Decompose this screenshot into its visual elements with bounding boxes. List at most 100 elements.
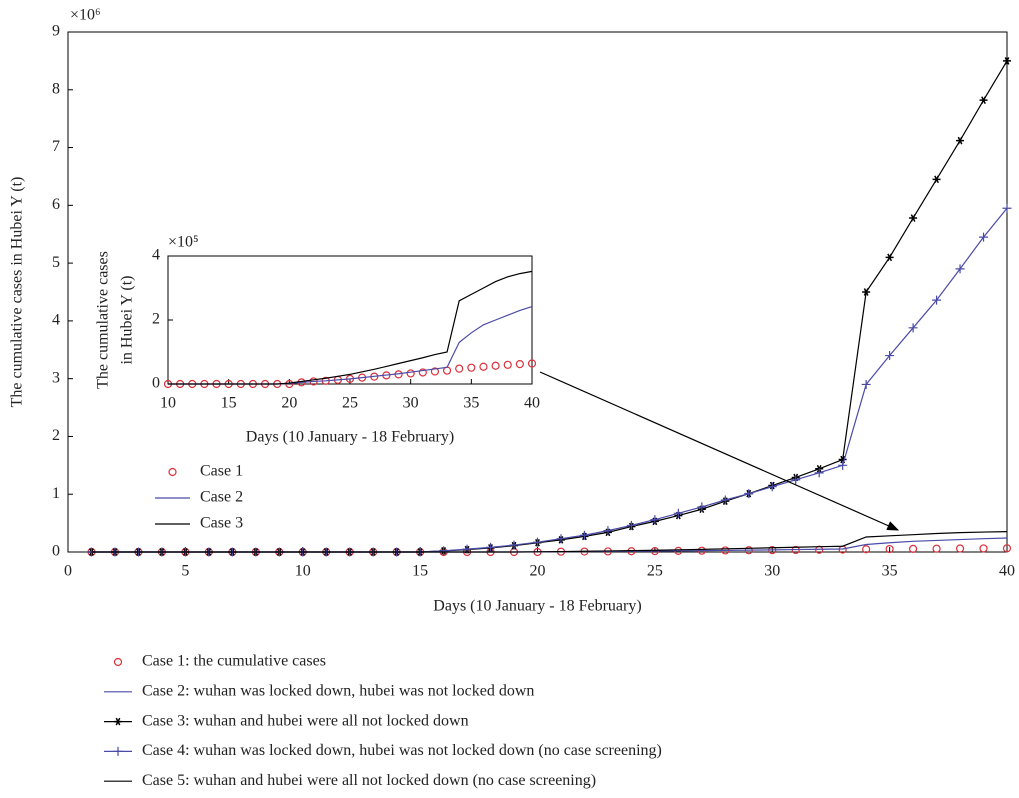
y-tick-label: 4 (52, 312, 60, 329)
marker-plus (932, 295, 942, 305)
x-tick-label: 20 (530, 563, 546, 580)
inset-arrow (539, 371, 900, 531)
legend-label: Case 4: wuhan was locked down, hubei was… (142, 742, 662, 759)
x-tick-label: 10 (295, 563, 311, 580)
marker-plus (603, 526, 613, 536)
marker-circle (862, 545, 871, 554)
marker-plus (509, 540, 519, 550)
y-tick-label: 3 (52, 369, 60, 386)
x-axis-label: Days (10 January - 18 February) (433, 598, 641, 615)
legend-marker (168, 467, 177, 477)
marker-star (909, 214, 918, 222)
marker-circle (406, 369, 415, 378)
x-tick-label: 40 (999, 563, 1015, 580)
y-tick-label: 7 (52, 138, 60, 155)
marker-circle (979, 544, 988, 553)
x-tick-label: 15 (221, 395, 237, 412)
legend-marker (113, 657, 123, 667)
x-tick-label: 40 (524, 395, 540, 412)
legend-label: Case 3 (200, 515, 243, 532)
y-tick-label: 5 (52, 254, 60, 271)
y-axis-label: The cumulative cases (95, 251, 112, 389)
marker-circle (908, 544, 918, 553)
x-tick-label: 0 (64, 563, 72, 580)
marker-plus (626, 520, 636, 530)
y-tick-label: 4 (152, 247, 160, 264)
marker-circle (932, 544, 941, 553)
marker-plus (908, 323, 918, 333)
marker-star (932, 175, 941, 184)
marker-plus (650, 515, 660, 525)
marker-circle (479, 362, 488, 371)
marker-plus (955, 264, 965, 274)
legend-marker (114, 717, 122, 726)
y-axis-label: in Hubei Y (t) (119, 275, 136, 364)
marker-plus (556, 534, 566, 544)
plot-frame (167, 255, 533, 385)
legend-marker (113, 746, 123, 756)
marker-plus (744, 489, 754, 499)
marker-plus (673, 508, 683, 518)
x-tick-label: 30 (764, 563, 780, 580)
y-tick-label: 0 (152, 375, 160, 392)
y-tick-label: 8 (52, 80, 60, 97)
marker-plus (979, 232, 989, 242)
marker-circle (467, 363, 476, 372)
x-tick-label: 30 (403, 395, 419, 412)
marker-star (1003, 57, 1011, 65)
marker-plus (1002, 203, 1012, 213)
legend-label: Case 1 (200, 463, 243, 480)
y-axis-label: The cumulative cases in Hubei Y (t) (9, 177, 26, 408)
x-tick-label: 35 (463, 395, 479, 412)
y-scale-label: ×10⁶ (70, 7, 101, 24)
marker-circle (885, 544, 894, 554)
marker-plus (814, 468, 824, 478)
y-tick-label: 1 (52, 485, 60, 502)
legend-label: Case 3: wuhan and hubei were all not loc… (142, 712, 469, 729)
marker-plus (720, 495, 730, 505)
marker-plus (697, 502, 707, 512)
marker-plus (439, 546, 449, 556)
marker-plus (579, 530, 589, 540)
legend-label: Case 2: wuhan was locked down, hubei was… (142, 682, 534, 699)
marker-star (885, 253, 894, 262)
y-scale-label: ×10⁵ (168, 234, 199, 251)
marker-plus (791, 475, 801, 485)
marker-circle (955, 544, 965, 553)
legend-label: Case 1: the cumulative cases (142, 653, 326, 670)
marker-plus (767, 482, 777, 492)
marker-plus (885, 351, 895, 361)
y-tick-label: 9 (52, 23, 60, 40)
y-tick-label: 2 (152, 311, 160, 328)
marker-circle (455, 364, 464, 373)
x-tick-label: 25 (342, 395, 358, 412)
inset-plot: 10 15 20 25 30 35 40 0 2 4 ×10⁵ Days (10 January - … (95, 234, 540, 532)
legend-label: Case 5: wuhan and hubei were all not loc… (142, 772, 596, 789)
marker-circle (1002, 544, 1012, 553)
marker-star (979, 96, 988, 104)
x-tick-label: 20 (281, 395, 297, 412)
legend-label: Case 2 (200, 489, 243, 506)
y-tick-label: 2 (52, 427, 60, 444)
x-tick-label: 35 (882, 563, 898, 580)
marker-star (862, 288, 871, 296)
series-line (168, 270, 533, 385)
x-tick-label: 25 (647, 563, 663, 580)
marker-star (956, 136, 965, 145)
marker-plus (486, 542, 496, 552)
marker-plus (861, 379, 871, 389)
x-tick-label: 5 (181, 563, 189, 580)
y-tick-label: 6 (52, 196, 60, 213)
marker-plus (838, 460, 848, 470)
marker-circle (430, 367, 440, 376)
marker-circle (527, 359, 537, 368)
marker-circle (503, 360, 512, 369)
marker-circle (491, 361, 500, 370)
x-axis-label: Days (10 January - 18 February) (246, 429, 454, 446)
series-line (91, 531, 1008, 553)
y-tick-label: 0 (52, 543, 60, 560)
marker-circle (418, 368, 427, 377)
marker-plus (533, 537, 542, 547)
x-tick-label: 15 (412, 563, 428, 580)
